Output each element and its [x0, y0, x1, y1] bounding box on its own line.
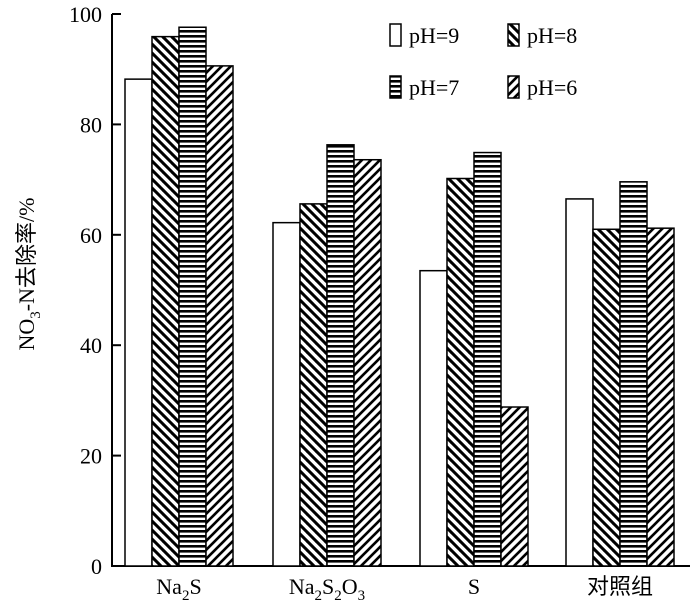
bar-ph-8-4: [592, 228, 621, 567]
legend-swatch: [507, 75, 520, 99]
x-tick-label: Na2S: [156, 574, 201, 604]
y-tick-label: 40: [80, 333, 102, 358]
bar-ph-9-1: [124, 78, 153, 567]
y-axis-title: NO3-N去除率/%: [14, 198, 44, 351]
y-tick-label: 0: [91, 554, 102, 579]
bar-ph-9-3: [419, 269, 448, 567]
legend-label: pH=7: [409, 75, 459, 100]
legend: pH=9 pH=8 pH=7 pH=6: [389, 23, 577, 100]
bar-ph-7-4: [619, 181, 648, 567]
bar-ph-8-2: [299, 203, 328, 567]
bar-ph-7-1: [178, 26, 207, 567]
legend-label: pH=8: [527, 23, 577, 48]
legend-swatch: [389, 23, 402, 47]
y-tick-label: 80: [80, 112, 102, 137]
bar-ph-9-4: [565, 198, 594, 567]
y-axis-label: NO3-N去除率/%: [14, 198, 44, 351]
category-labels: Na2S Na2S2O3 S 对照组: [156, 574, 653, 604]
bar-ph-9-2: [272, 221, 301, 567]
y-tick-label: 60: [80, 223, 102, 248]
bars: [124, 26, 675, 567]
x-tick-label: S: [468, 574, 480, 599]
legend-swatch: [389, 75, 402, 99]
bar-ph-7-2: [326, 144, 355, 567]
bar-ph-6-4: [646, 227, 675, 567]
bar-ph-6-2: [353, 158, 382, 567]
legend-label: pH=9: [409, 23, 459, 48]
x-tick-label: Na2S2O3: [289, 574, 365, 604]
y-tick-label: 100: [69, 2, 102, 27]
bar-ph-7-3: [473, 151, 502, 567]
bar-ph-8-3: [446, 177, 475, 567]
y-tick-label: 20: [80, 444, 102, 469]
legend-label: pH=6: [527, 75, 577, 100]
bar-ph-6-1: [205, 65, 234, 567]
legend-swatch: [507, 23, 520, 47]
x-tick-label: 对照组: [587, 574, 653, 599]
bar-ph-8-1: [151, 35, 180, 567]
bar-ph-6-3: [500, 406, 529, 567]
